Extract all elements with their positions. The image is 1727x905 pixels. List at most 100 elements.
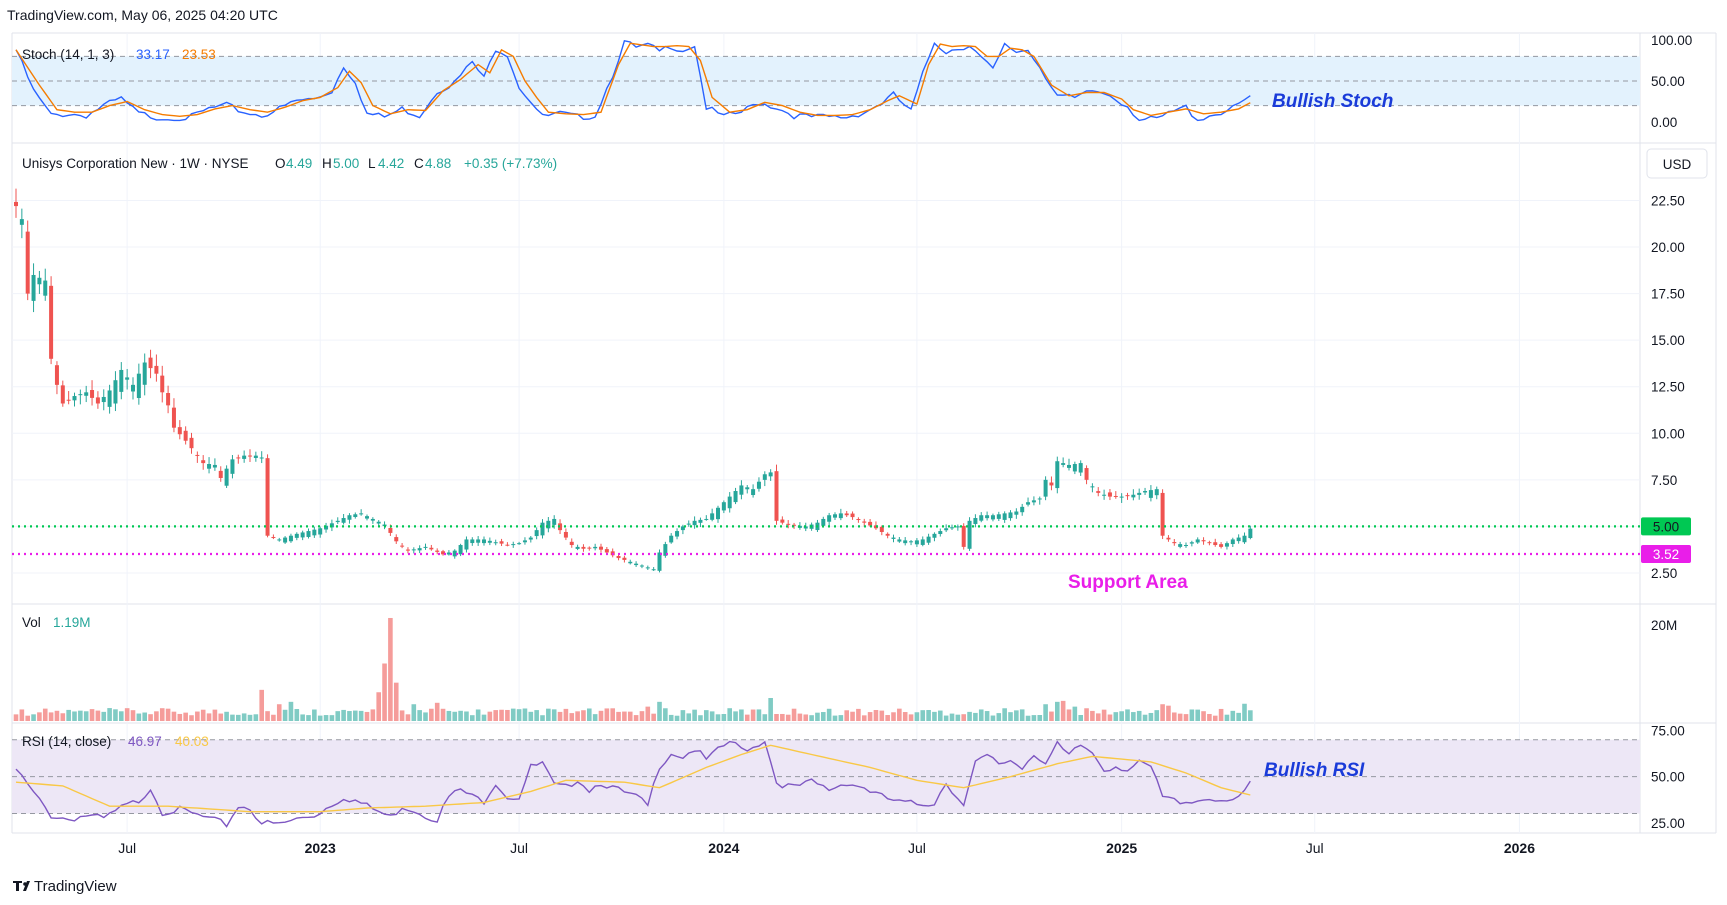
candle-body bbox=[101, 396, 106, 403]
volume-bar bbox=[236, 714, 241, 721]
volume-bar bbox=[317, 715, 323, 721]
candle-body bbox=[920, 539, 925, 545]
volume-bar bbox=[177, 713, 183, 721]
volume-bar bbox=[926, 710, 931, 721]
volume-bar bbox=[423, 712, 428, 721]
candle-body bbox=[470, 539, 475, 544]
rsi-lines bbox=[15, 740, 1251, 828]
candle-body bbox=[1148, 490, 1153, 498]
candle-body bbox=[37, 277, 42, 285]
volume-bar bbox=[312, 709, 317, 721]
rsi-line bbox=[15, 740, 1251, 828]
volume-bar bbox=[546, 708, 551, 721]
currency-button[interactable]: USD bbox=[1646, 148, 1708, 179]
candle-body bbox=[1107, 492, 1112, 497]
volume-bar bbox=[31, 714, 36, 721]
candle-body bbox=[587, 547, 592, 549]
volume-bar bbox=[867, 712, 873, 721]
candle-body bbox=[43, 280, 48, 296]
candle-body bbox=[721, 502, 726, 511]
candle-body bbox=[207, 464, 212, 469]
candle-body bbox=[1067, 464, 1071, 468]
candle-body bbox=[990, 515, 995, 520]
volume-bar bbox=[212, 709, 218, 721]
candle-body bbox=[540, 522, 545, 536]
candle-body bbox=[136, 373, 141, 399]
candle-body bbox=[90, 390, 95, 398]
candle-body bbox=[1043, 479, 1048, 497]
candle-body bbox=[879, 526, 884, 532]
tradingview-logo: TradingView bbox=[13, 878, 117, 895]
volume-value: 1.19M bbox=[53, 615, 91, 630]
candle-body bbox=[14, 201, 18, 207]
candle-body bbox=[335, 520, 340, 523]
rsi-pane: 75.00 50.00 25.00 RSI (14, close) 46.97 40… bbox=[12, 724, 1685, 831]
volume-bar bbox=[13, 714, 19, 721]
volume-bar bbox=[1230, 710, 1236, 721]
stoch-annotation: Bullish Stoch bbox=[1272, 91, 1393, 112]
candle-body bbox=[979, 515, 984, 521]
x-tick-label: Jul bbox=[510, 840, 528, 856]
volume-bar bbox=[276, 704, 282, 721]
candle-body bbox=[1102, 494, 1107, 496]
volume-bar bbox=[288, 701, 294, 721]
volume-bar bbox=[961, 714, 966, 721]
candle-body bbox=[212, 464, 217, 468]
volume-bar bbox=[1224, 714, 1230, 721]
candle-body bbox=[166, 393, 171, 406]
rsi-ma-value: 40.03 bbox=[175, 734, 209, 749]
candle-body bbox=[768, 472, 773, 477]
candle-body bbox=[891, 537, 896, 539]
volume-bar bbox=[1072, 706, 1078, 721]
rsi-y-tick: 75.00 bbox=[1651, 724, 1685, 739]
volume-bar bbox=[1119, 711, 1124, 721]
candle-body bbox=[1236, 537, 1241, 542]
candle-body bbox=[950, 527, 954, 529]
volume-bar bbox=[1014, 710, 1019, 721]
volume-bar bbox=[955, 714, 961, 721]
volume-bar bbox=[838, 715, 844, 721]
volume-bar bbox=[446, 710, 452, 721]
candle-body bbox=[599, 546, 603, 550]
volume-bar bbox=[66, 709, 71, 721]
candle-body bbox=[1113, 495, 1118, 497]
candle-body bbox=[622, 557, 627, 560]
candle-body bbox=[1037, 498, 1042, 500]
rsi-annotation: Bullish RSI bbox=[1264, 760, 1365, 781]
volume-bar bbox=[1078, 715, 1083, 721]
volume-bar bbox=[949, 713, 955, 721]
volume-bar bbox=[271, 714, 276, 721]
volume-bar bbox=[557, 711, 563, 721]
candle-body bbox=[1201, 540, 1206, 542]
candle-body bbox=[780, 519, 785, 523]
candle-body bbox=[827, 515, 832, 522]
volume-bar bbox=[581, 710, 586, 721]
candle-body bbox=[675, 531, 680, 537]
candle-body bbox=[388, 527, 393, 533]
candle-body bbox=[1125, 495, 1130, 497]
volume-bar bbox=[704, 710, 709, 721]
volume-bar bbox=[230, 714, 235, 721]
candle-body bbox=[593, 546, 598, 549]
volume-bar bbox=[563, 708, 569, 721]
candle-body bbox=[546, 520, 551, 529]
volume-bar bbox=[709, 711, 715, 721]
volume-bar bbox=[938, 710, 943, 721]
candle-body bbox=[1078, 463, 1083, 473]
volume-bar bbox=[89, 709, 95, 721]
volume-bar bbox=[516, 709, 522, 721]
volume-bar bbox=[856, 708, 861, 721]
candle-body bbox=[1219, 544, 1224, 547]
volume-bar bbox=[1025, 715, 1031, 721]
candle-body bbox=[72, 396, 77, 401]
candle-body bbox=[271, 536, 276, 538]
candle-body bbox=[1248, 528, 1253, 539]
volume-bar bbox=[294, 709, 300, 721]
volume-bar bbox=[382, 663, 387, 721]
volume-bar bbox=[762, 714, 768, 721]
volume-bar bbox=[967, 711, 972, 721]
candle-body bbox=[885, 533, 890, 536]
price-y-tick: 22.50 bbox=[1651, 193, 1685, 208]
candle-body bbox=[1061, 463, 1066, 465]
